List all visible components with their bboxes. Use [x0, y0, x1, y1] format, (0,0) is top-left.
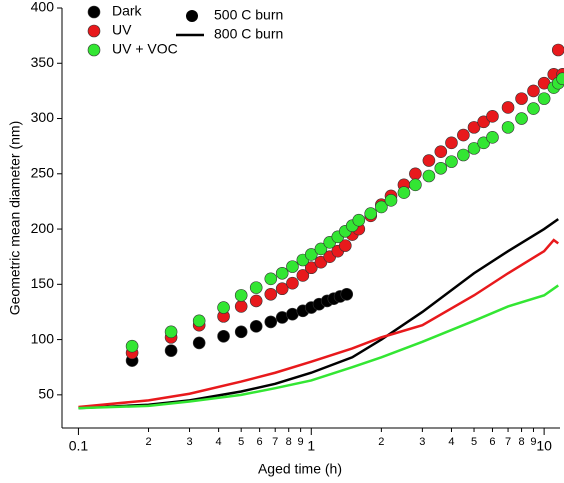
- point: [527, 84, 540, 98]
- y-tick-label: 350: [31, 54, 55, 70]
- legend-label: 500 C burn: [214, 7, 283, 23]
- point: [556, 72, 564, 86]
- point: [501, 121, 515, 134]
- line: [78, 238, 559, 409]
- point: [314, 242, 328, 256]
- legend-marker: [87, 43, 101, 57]
- point: [249, 294, 263, 308]
- legend-label: UV + VOC: [112, 41, 178, 57]
- point: [286, 260, 299, 273]
- point: [409, 178, 422, 192]
- point: [192, 336, 206, 350]
- legend-marker: [87, 5, 101, 19]
- point: [234, 300, 248, 313]
- legend-marker: [87, 24, 101, 38]
- point: [264, 287, 278, 301]
- point: [234, 289, 248, 302]
- x-tick-label: 5: [238, 436, 244, 448]
- x-tick-label: 9: [298, 436, 304, 448]
- point: [304, 261, 318, 275]
- point: [467, 121, 481, 134]
- legend-label: Dark: [112, 3, 143, 19]
- y-tick-label: 300: [31, 109, 55, 125]
- point: [364, 207, 378, 220]
- legend-marker: [186, 10, 198, 22]
- x-tick-label: 7: [505, 436, 511, 448]
- y-tick-label: 200: [31, 220, 55, 236]
- point: [384, 194, 398, 207]
- point: [457, 148, 470, 162]
- x-tick-label: 6: [257, 436, 263, 448]
- point: [164, 344, 178, 357]
- point: [515, 92, 528, 105]
- point: [217, 301, 230, 314]
- x-tick-label: 2: [145, 436, 151, 448]
- point: [501, 101, 515, 114]
- point: [457, 128, 470, 142]
- point: [296, 269, 310, 282]
- point: [264, 315, 278, 329]
- x-axis-label: Aged time (h): [258, 461, 342, 477]
- point: [352, 213, 366, 227]
- x-tick-label: 0.1: [69, 438, 89, 454]
- y-tick-label: 100: [31, 330, 55, 346]
- point: [304, 248, 318, 261]
- x-tick-label: 4: [216, 436, 222, 448]
- point: [515, 112, 528, 125]
- point: [527, 102, 540, 115]
- point: [249, 320, 263, 333]
- point: [486, 131, 499, 144]
- point: [340, 287, 354, 301]
- point: [125, 339, 139, 353]
- point: [217, 329, 230, 343]
- point: [467, 142, 481, 155]
- y-tick-label: 400: [31, 0, 55, 15]
- point: [192, 314, 206, 328]
- point: [275, 266, 289, 280]
- point: [397, 186, 411, 199]
- point: [286, 276, 299, 290]
- y-tick-label: 150: [31, 275, 55, 291]
- legend-label: 800 C burn: [214, 26, 283, 42]
- point: [164, 325, 178, 339]
- y-tick-label: 250: [31, 164, 55, 180]
- point: [486, 110, 499, 123]
- point: [249, 281, 263, 294]
- x-tick-label: 3: [419, 436, 425, 448]
- x-tick-label: 2: [378, 436, 384, 448]
- x-tick-label: 9: [530, 436, 536, 448]
- point: [264, 272, 278, 286]
- point: [422, 169, 436, 183]
- x-tick-label: 5: [471, 436, 477, 448]
- point: [445, 155, 458, 168]
- point: [537, 92, 551, 105]
- point: [445, 136, 458, 150]
- legend-label: UV: [112, 22, 132, 38]
- point: [434, 145, 448, 158]
- y-axis-label: Geometric mean diameter (nm): [7, 121, 23, 316]
- point: [551, 43, 564, 57]
- point: [375, 200, 388, 214]
- point: [422, 154, 436, 167]
- line: [78, 284, 559, 410]
- x-tick-label: 1: [307, 438, 315, 454]
- x-tick-label: 7: [272, 436, 278, 448]
- x-tick-label: 8: [518, 436, 524, 448]
- point: [339, 239, 352, 252]
- x-tick-label: 6: [489, 436, 495, 448]
- point: [234, 325, 248, 339]
- y-tick-label: 50: [38, 386, 54, 402]
- x-tick-label: 8: [286, 436, 292, 448]
- point: [409, 167, 422, 181]
- x-tick-label: 3: [186, 436, 192, 448]
- x-tick-label: 4: [448, 436, 454, 448]
- point: [434, 161, 448, 175]
- x-tick-label: 10: [536, 438, 552, 454]
- point: [275, 282, 289, 296]
